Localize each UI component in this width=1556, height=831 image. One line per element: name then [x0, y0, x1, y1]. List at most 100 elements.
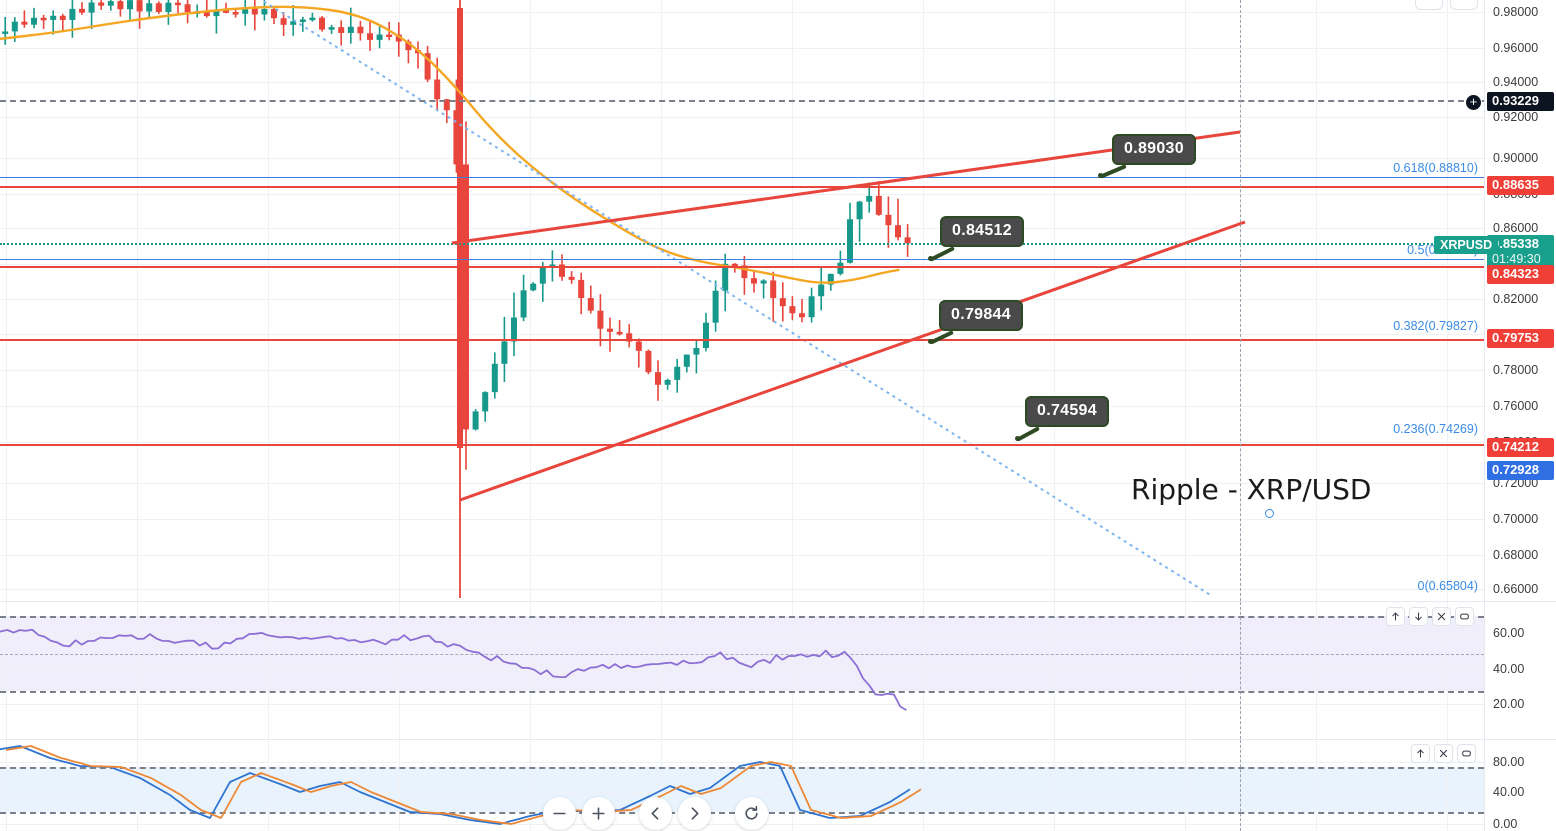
- reset-chart-button[interactable]: [735, 797, 768, 830]
- stochastic-pane-controls[interactable]: [1411, 744, 1476, 763]
- title-marker-icon: [1265, 509, 1274, 518]
- stochastic-axis[interactable]: 80.00 40.00 0.00: [1484, 740, 1556, 831]
- gridline-horizontal: [0, 228, 1484, 229]
- price-pane[interactable]: 0.618(0.88810)0.5(0.84318)0.382(0.79827)…: [0, 0, 1556, 601]
- gridline-horizontal: [0, 48, 1484, 49]
- price-tag-value: 0.85338: [1492, 236, 1539, 251]
- gridline-horizontal: [0, 589, 1484, 590]
- gridline-horizontal: [0, 370, 1484, 371]
- callout-support-level[interactable]: 0.79844: [939, 300, 1023, 331]
- gridline-horizontal: [0, 555, 1484, 556]
- chevron-right-icon: [686, 805, 703, 822]
- price-axis-tick: 0.96000: [1493, 41, 1539, 55]
- rsi-level-70: [0, 616, 1484, 618]
- resistance-line-0886: [0, 186, 1484, 188]
- price-tag-countdown: 01:49:30: [1492, 251, 1541, 266]
- rsi-axis-tick: 60.00: [1493, 626, 1525, 640]
- price-axis-tick: 0.70000: [1493, 512, 1539, 526]
- gridline-horizontal: [0, 334, 1484, 335]
- chevron-left-icon: [647, 805, 664, 822]
- low-price-tag[interactable]: 0.72928: [1487, 461, 1554, 480]
- chart-navigation-toolbar[interactable]: [543, 797, 774, 830]
- gridline-vertical: [1447, 740, 1448, 831]
- rsi-axis[interactable]: 60.00 40.00 20.00: [1484, 602, 1556, 739]
- gridline-vertical: [661, 602, 662, 739]
- stochastic-pane[interactable]: 80.00 40.00 0.00: [0, 739, 1556, 831]
- stochastic-axis-tick: 80.00: [1493, 755, 1525, 769]
- plus-icon: [590, 805, 607, 822]
- price-axis-tick: 0.86000: [1493, 221, 1539, 235]
- crosshair-vline: [1240, 0, 1241, 601]
- price-axis-tick: 0.78000: [1493, 363, 1539, 377]
- support-price-tag[interactable]: 0.84323: [1487, 265, 1554, 284]
- gridline-horizontal: [0, 519, 1484, 520]
- zoom-out-button[interactable]: [543, 797, 576, 830]
- gridline-horizontal: [0, 82, 1484, 83]
- price-axis[interactable]: 0.980000.960000.940000.920000.900000.880…: [1465, 0, 1556, 601]
- gridline-vertical: [137, 602, 138, 739]
- price-tag-value: 0.79753: [1492, 330, 1539, 345]
- stoch-maximize-button[interactable]: [1457, 744, 1476, 763]
- toolbar-stub-button-1[interactable]: [1415, 0, 1443, 10]
- rsi-move-down-button[interactable]: [1409, 607, 1428, 626]
- gridline-vertical: [268, 740, 269, 831]
- callout-anchor-dot: [928, 256, 933, 261]
- price-axis-tick: 0.92000: [1493, 110, 1539, 124]
- rsi-plot-area[interactable]: [0, 602, 1484, 739]
- price-tag-value: 0.72928: [1492, 462, 1539, 477]
- callout-upper-target[interactable]: 0.89030: [1112, 134, 1196, 165]
- gridline-horizontal: [0, 704, 1484, 705]
- crosshair-price-tag[interactable]: 0.93229: [1487, 92, 1554, 111]
- gridline-horizontal: [0, 633, 1484, 634]
- resistance-price-tag[interactable]: 0.88635: [1487, 176, 1554, 195]
- add-alert-icon[interactable]: +: [1465, 94, 1482, 111]
- gridline-vertical: [268, 602, 269, 739]
- gridline-vertical: [399, 602, 400, 739]
- close-icon: [1436, 611, 1447, 622]
- price-tag-value: 0.74212: [1492, 439, 1539, 454]
- rsi-pane-controls[interactable]: [1386, 607, 1474, 626]
- gridline-vertical: [923, 740, 924, 831]
- rsi-move-up-button[interactable]: [1386, 607, 1405, 626]
- rsi-maximize-button[interactable]: [1455, 607, 1474, 626]
- gridline-vertical: [1316, 0, 1317, 601]
- stoch-move-up-button[interactable]: [1411, 744, 1430, 763]
- price-axis-tick: 0.82000: [1493, 292, 1539, 306]
- gridline-vertical: [792, 602, 793, 739]
- scroll-left-button[interactable]: [639, 797, 672, 830]
- fibonacci-level-label: 0(0.65804): [1417, 579, 1478, 593]
- zoom-in-button[interactable]: [582, 797, 615, 830]
- price-axis-tick: 0.94000: [1493, 75, 1539, 89]
- fib236-price-tag[interactable]: 0.74212: [1487, 438, 1554, 457]
- toolbar-stub-button-2[interactable]: [1450, 0, 1478, 10]
- gridline-vertical: [1447, 0, 1448, 601]
- gridline-vertical: [6, 740, 7, 831]
- crosshair-hline: [0, 100, 1484, 102]
- rsi-pane[interactable]: 60.00 40.00 20.00: [0, 601, 1556, 739]
- rsi-close-button[interactable]: [1432, 607, 1451, 626]
- gridline-vertical: [792, 740, 793, 831]
- stoch-crosshair-vline: [1240, 740, 1241, 831]
- arrow-up-icon: [1415, 748, 1426, 759]
- price-axis-tick: 0.90000: [1493, 151, 1539, 165]
- stoch-close-button[interactable]: [1434, 744, 1453, 763]
- midline-dotted: [0, 243, 1484, 245]
- gridline-vertical: [1054, 740, 1055, 831]
- gridline-vertical: [1447, 602, 1448, 739]
- fibonacci-level-label: 0.382(0.79827): [1393, 319, 1478, 333]
- stoch-level-80: [0, 767, 1484, 769]
- rsi-line: [0, 628, 907, 711]
- scroll-right-button[interactable]: [678, 797, 711, 830]
- callout-lower-target[interactable]: 0.74594: [1025, 396, 1109, 427]
- fib382-price-tag[interactable]: 0.79753: [1487, 329, 1554, 348]
- price-plot-area[interactable]: 0.618(0.88810)0.5(0.84318)0.382(0.79827)…: [0, 0, 1484, 601]
- gridline-vertical: [6, 0, 7, 601]
- stochastic-axis-tick: 40.00: [1493, 785, 1525, 799]
- last-price-tag[interactable]: 0.85338 01:49:30: [1487, 235, 1554, 269]
- stochastic-axis-tick: 0.00: [1493, 817, 1518, 831]
- callout-anchor-dot: [1015, 436, 1020, 441]
- callout-current-level[interactable]: 0.84512: [940, 216, 1024, 247]
- gridline-vertical: [661, 740, 662, 831]
- gridline-vertical: [1054, 602, 1055, 739]
